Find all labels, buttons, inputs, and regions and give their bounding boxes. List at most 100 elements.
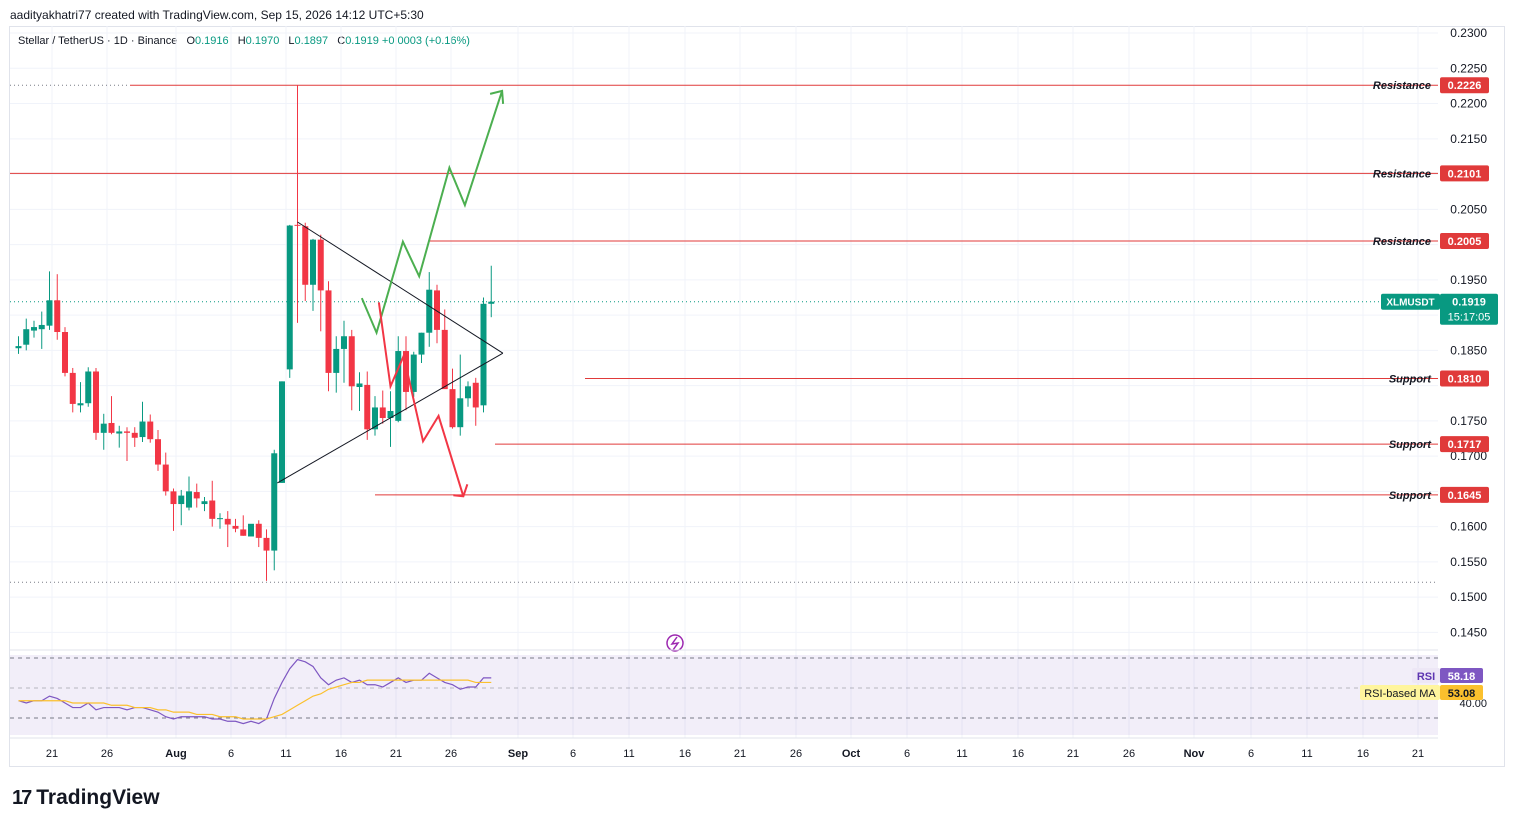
candle-body [93, 371, 99, 433]
rsi-band-fill [10, 655, 1438, 735]
candle-body [418, 332, 425, 355]
bullish-projection-path [360, 90, 504, 336]
time-tick-label: Nov [1184, 748, 1206, 760]
chart-credit: aadityakhatri77 created with TradingView… [10, 8, 424, 22]
time-tick-label: 21 [1412, 748, 1424, 760]
time-tick-label: 26 [790, 748, 802, 760]
candle-body [387, 410, 394, 419]
rsi-ma-label-tag [1360, 685, 1440, 700]
candle-body [232, 525, 239, 529]
candle-body [271, 453, 278, 551]
high-label: H [237, 35, 246, 47]
time-tick-label: 6 [904, 748, 910, 760]
current-price-value: 0.1919 [1452, 297, 1486, 309]
candle-body [395, 351, 402, 421]
time-tick-label: 21 [1067, 748, 1079, 760]
rsi-axis-tick: 40.00 [1459, 698, 1487, 710]
candle-body [302, 226, 309, 285]
candle-body [294, 224, 301, 226]
price-tick-label: 0.2300 [1450, 26, 1487, 40]
candle-body [38, 324, 45, 330]
time-tick-label: 11 [280, 748, 291, 760]
candle-body [255, 523, 262, 538]
time-tick-label: 16 [679, 748, 691, 760]
level-price-value: 0.2101 [1448, 168, 1482, 180]
time-tick-label: 16 [1012, 748, 1024, 760]
level-label: Resistance [1373, 168, 1431, 180]
rsi-ma-value: 53.08 [1448, 688, 1476, 700]
change-value: +0.0003 (+0.16%) [381, 35, 470, 47]
candle-body [310, 239, 316, 285]
level-label: Resistance [1373, 236, 1431, 248]
candle-body [209, 500, 216, 519]
price-tick-label: 0.2050 [1450, 202, 1487, 216]
candle-body [15, 346, 22, 349]
level-price-tag [1440, 436, 1489, 453]
symbol-price-tag [1381, 293, 1440, 310]
price-tick-label: 0.1600 [1450, 520, 1487, 534]
price-tick-label: 0.1450 [1450, 625, 1487, 639]
candle-body [333, 348, 340, 373]
candle-body [46, 300, 53, 326]
candle-body [124, 431, 130, 433]
candle-body [108, 422, 115, 433]
price-tick-label: 0.1500 [1450, 590, 1487, 604]
symbol-tag-label: XLMUSDT [1386, 298, 1434, 309]
level-price-value: 0.1810 [1448, 374, 1482, 386]
lightning-bolt-icon [670, 636, 680, 651]
rsi-label-tag [1412, 668, 1440, 683]
candle-body [441, 329, 448, 390]
close-value: 0.1919 [345, 35, 379, 47]
triangle-upper-line [297, 221, 504, 354]
candle-body [263, 537, 270, 551]
brand-name: TradingView [36, 786, 160, 809]
time-tick-label: 11 [1301, 748, 1312, 760]
time-tick-label: Oct [842, 748, 861, 760]
tradingview-logo[interactable]: 17 TradingView [12, 786, 160, 810]
candle-body [77, 403, 84, 406]
candle-body [356, 383, 363, 388]
time-tick-label: 21 [46, 748, 58, 760]
level-label: Support [1389, 439, 1432, 451]
rsi-label: RSI [1417, 671, 1435, 683]
candle-body [85, 371, 92, 404]
candle-body [248, 523, 254, 537]
candle-body [100, 423, 107, 433]
rsi-ma-label: RSI-based MA [1364, 688, 1436, 700]
candle-body [240, 529, 247, 536]
triangle-lower-line [277, 352, 504, 484]
time-tick-label: 16 [335, 748, 347, 760]
candle-body [348, 336, 355, 387]
time-tick-label: 11 [623, 748, 634, 760]
candle-body [457, 398, 464, 428]
rsi-value: 58.18 [1448, 671, 1476, 683]
candle-body [379, 407, 386, 419]
level-price-tag [1440, 77, 1489, 94]
price-tick-label: 0.2200 [1450, 97, 1487, 111]
time-tick-label: Aug [165, 748, 186, 760]
symbol-title[interactable]: Stellar / TetherUS · 1D · Binance [18, 35, 178, 47]
time-tick-label: Sep [508, 748, 528, 760]
bearish-projection-path [377, 302, 465, 497]
price-tick-label: 0.1850 [1450, 343, 1487, 357]
candle-body [54, 300, 61, 333]
candle-body [116, 431, 123, 434]
candle-body [193, 492, 200, 499]
candle-body [139, 421, 146, 438]
time-tick-label: 16 [1357, 748, 1369, 760]
low-value: 0.1897 [294, 35, 329, 47]
high-value: 0.1970 [245, 35, 280, 47]
rsi-ma-line [18, 679, 492, 720]
level-price-tag [1440, 233, 1489, 250]
candle-body [480, 303, 487, 406]
candle-body [325, 290, 332, 373]
countdown-value: 15:17:05 [1448, 312, 1491, 324]
candle-body [162, 464, 169, 492]
low-label: L [288, 35, 295, 47]
candle-body [147, 421, 154, 440]
candle-body [434, 290, 440, 330]
level-price-value: 0.1645 [1448, 490, 1482, 502]
candle-body [341, 336, 347, 349]
price-tick-label: 0.1750 [1450, 414, 1487, 428]
